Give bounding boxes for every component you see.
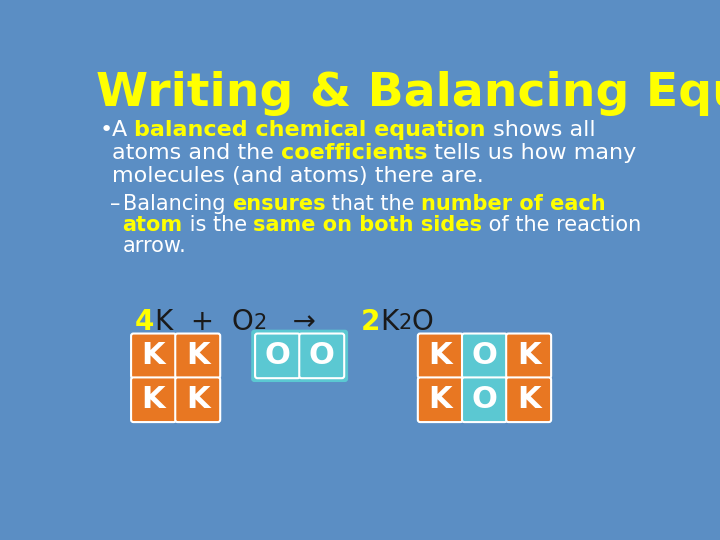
Text: molecules (and atoms) there are.: molecules (and atoms) there are. xyxy=(112,166,483,186)
FancyBboxPatch shape xyxy=(300,334,344,378)
Text: atoms and the: atoms and the xyxy=(112,143,281,163)
Text: +: + xyxy=(173,308,231,336)
Text: K: K xyxy=(142,385,166,414)
Text: O: O xyxy=(472,341,498,370)
Text: number of each: number of each xyxy=(421,194,606,214)
Text: K: K xyxy=(380,308,398,336)
Text: 2: 2 xyxy=(398,313,412,333)
Text: •: • xyxy=(99,120,112,140)
FancyBboxPatch shape xyxy=(462,334,507,378)
Text: K: K xyxy=(186,341,210,370)
Text: 2: 2 xyxy=(361,308,380,336)
FancyBboxPatch shape xyxy=(506,377,551,422)
FancyBboxPatch shape xyxy=(251,330,348,382)
Text: Balancing: Balancing xyxy=(122,194,232,214)
Text: K: K xyxy=(142,341,166,370)
Text: same on both sides: same on both sides xyxy=(253,215,482,235)
FancyBboxPatch shape xyxy=(462,377,507,422)
Text: tells us how many: tells us how many xyxy=(427,143,636,163)
Text: arrow.: arrow. xyxy=(122,236,186,256)
Text: O: O xyxy=(231,308,253,336)
Text: is the: is the xyxy=(183,215,253,235)
Text: shows all: shows all xyxy=(485,120,595,140)
Text: 4: 4 xyxy=(135,308,154,336)
FancyBboxPatch shape xyxy=(418,377,463,422)
FancyBboxPatch shape xyxy=(506,334,551,378)
Text: K: K xyxy=(517,341,541,370)
Text: O: O xyxy=(309,341,335,370)
Text: of the reaction: of the reaction xyxy=(482,215,642,235)
Text: K: K xyxy=(186,385,210,414)
Text: →: → xyxy=(266,308,343,336)
Text: K: K xyxy=(428,385,452,414)
Text: –: – xyxy=(110,194,120,214)
Text: ensures: ensures xyxy=(232,194,325,214)
Text: K: K xyxy=(154,308,173,336)
Text: A: A xyxy=(112,120,134,140)
FancyBboxPatch shape xyxy=(255,334,300,378)
Text: O: O xyxy=(472,385,498,414)
Text: O: O xyxy=(265,341,290,370)
Text: O: O xyxy=(412,308,433,336)
Text: Writing & Balancing Equations: Writing & Balancing Equations xyxy=(96,71,720,116)
Text: atom: atom xyxy=(122,215,183,235)
Text: K: K xyxy=(517,385,541,414)
Text: that the: that the xyxy=(325,194,421,214)
FancyBboxPatch shape xyxy=(131,334,176,378)
Text: K: K xyxy=(428,341,452,370)
FancyBboxPatch shape xyxy=(131,377,176,422)
FancyBboxPatch shape xyxy=(175,334,220,378)
Text: coefficients: coefficients xyxy=(281,143,427,163)
FancyBboxPatch shape xyxy=(175,377,220,422)
Text: 2: 2 xyxy=(253,313,266,333)
FancyBboxPatch shape xyxy=(418,334,463,378)
Text: balanced chemical equation: balanced chemical equation xyxy=(134,120,485,140)
